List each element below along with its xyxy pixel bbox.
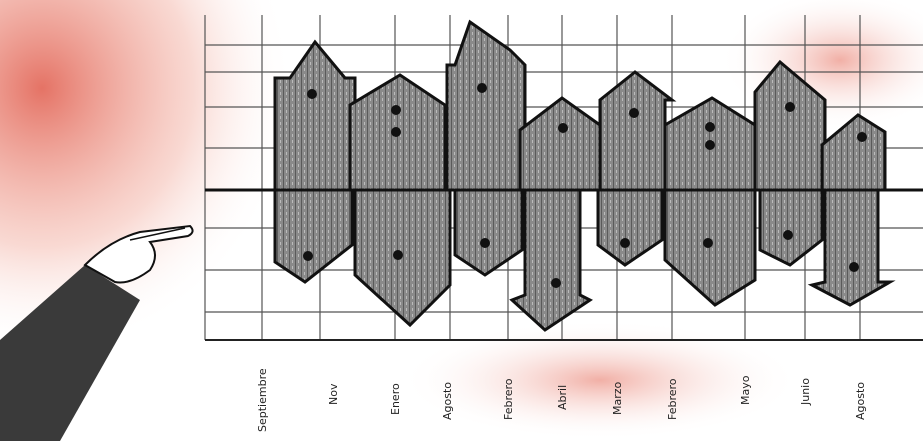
- x-label: Abril: [556, 385, 569, 410]
- red-texture: [400, 320, 800, 440]
- x-label: Marzo: [611, 381, 624, 415]
- x-label: Septiembre: [256, 368, 269, 432]
- house-dots: [303, 83, 867, 288]
- houses: [273, 19, 896, 332]
- x-label: Agosto: [854, 382, 867, 420]
- x-axis-labels: Septiembre Nov Enero Agosto Febrero Abri…: [256, 368, 867, 432]
- x-label: Agosto: [441, 382, 454, 420]
- x-label: Mayo: [739, 375, 752, 405]
- x-label: Febrero: [502, 378, 515, 420]
- x-label: Nov: [327, 383, 340, 405]
- x-label: Junio: [799, 378, 812, 406]
- x-label: Enero: [389, 383, 402, 415]
- pointing-hand: [0, 224, 194, 441]
- x-label: Febrero: [666, 378, 679, 420]
